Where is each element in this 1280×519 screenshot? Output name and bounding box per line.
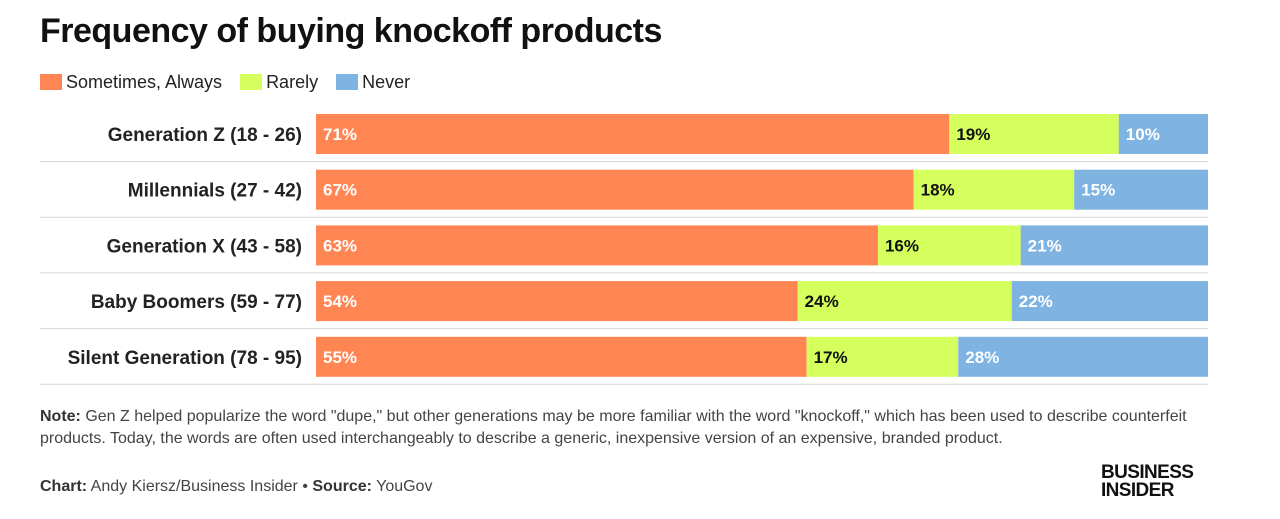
- category-label-baby-boomers-59-77: Baby Boomers (59 - 77): [91, 292, 302, 313]
- stacked-bar-chart: Generation Z (18 - 26) 71% 19% 10% Millennia…: [40, 114, 1208, 385]
- category-label-generation-x-43-58: Generation X (43 - 58): [107, 236, 302, 257]
- logo-line-1: BUSINESS: [1101, 462, 1194, 483]
- legend-label-rarely: Rarely: [266, 71, 319, 92]
- data-label-never-baby-boomers-59-77: 22%: [1019, 292, 1053, 311]
- bar-never-silent-generation-78-95: [958, 336, 1208, 377]
- legend-swatch-sometimes: [40, 74, 62, 90]
- data-label-never-millennials-27-42: 15%: [1081, 181, 1115, 200]
- category-label-millennials-27-42: Millennials (27 - 42): [128, 181, 302, 202]
- data-label-rarely-silent-generation-78-95: 17%: [814, 348, 848, 367]
- note-text: Gen Z helped popularize the word "dupe,"…: [40, 408, 1187, 447]
- data-label-sometimes-always-generation-z-18-26: 71%: [323, 125, 357, 144]
- logo-line-2: INSIDER: [1101, 480, 1174, 501]
- bar-sometimes-always-generation-x-43-58: [316, 225, 878, 266]
- bar-rarely-generation-x-43-58: [877, 225, 1021, 266]
- data-label-sometimes-always-millennials-27-42: 67%: [323, 181, 357, 200]
- bar-rarely-silent-generation-78-95: [806, 336, 959, 377]
- credit-separator: •: [297, 478, 313, 495]
- note-label: Note:: [40, 408, 81, 425]
- data-label-sometimes-always-generation-x-43-58: 63%: [323, 236, 357, 255]
- bar-sometimes-always-generation-z-18-26: [316, 114, 950, 154]
- credit-chart-label: Chart:: [40, 478, 88, 495]
- bar-sometimes-always-silent-generation-78-95: [316, 336, 807, 377]
- data-label-never-generation-z-18-26: 10%: [1126, 125, 1160, 144]
- data-label-rarely-millennials-27-42: 18%: [921, 181, 955, 200]
- bar-never-millennials-27-42: [1074, 169, 1208, 210]
- chart-credit: Chart: Andy Kiersz/Business Insider • So…: [40, 478, 432, 496]
- data-label-sometimes-always-baby-boomers-59-77: 54%: [323, 292, 357, 311]
- chart-title: Frequency of buying knockoff products: [40, 12, 662, 50]
- legend-swatch-rarely: [240, 74, 263, 90]
- category-label-generation-z-18-26: Generation Z (18 - 26): [108, 125, 302, 146]
- credit-source-text: YouGov: [371, 478, 433, 495]
- credit-source-label: Source:: [312, 478, 372, 495]
- bar-never-generation-z-18-26: [1118, 114, 1208, 154]
- credit-chart-text: Andy Kiersz/Business Insider: [87, 478, 298, 495]
- bar-sometimes-always-baby-boomers-59-77: [316, 281, 798, 322]
- legend-item-sometimes: Sometimes, Always: [40, 72, 222, 93]
- data-label-sometimes-always-silent-generation-78-95: 55%: [323, 348, 357, 367]
- bar-sometimes-always-millennials-27-42: [316, 169, 914, 210]
- data-label-rarely-baby-boomers-59-77: 24%: [805, 292, 839, 311]
- legend-label-never: Never: [362, 71, 411, 92]
- business-insider-logo: BUSINESS INSIDER: [1101, 462, 1211, 501]
- data-label-rarely-generation-z-18-26: 19%: [956, 125, 990, 144]
- chart-note: Note: Gen Z helped popularize the word "…: [40, 406, 1220, 450]
- category-label-silent-generation-78-95: Silent Generation (78 - 95): [68, 348, 302, 369]
- legend-label-sometimes: Sometimes, Always: [66, 71, 223, 92]
- data-label-rarely-generation-x-43-58: 16%: [885, 236, 919, 255]
- legend-item-rarely: Rarely: [240, 72, 318, 93]
- bar-rarely-generation-z-18-26: [949, 114, 1119, 154]
- data-label-never-silent-generation-78-95: 28%: [965, 348, 999, 367]
- legend-swatch-never: [336, 74, 359, 90]
- bar-rarely-millennials-27-42: [913, 169, 1075, 210]
- bar-rarely-baby-boomers-59-77: [797, 281, 1012, 322]
- legend-item-never: Never: [336, 72, 410, 93]
- data-label-never-generation-x-43-58: 21%: [1028, 236, 1062, 255]
- bar-never-generation-x-43-58: [1020, 225, 1208, 266]
- bar-never-baby-boomers-59-77: [1011, 281, 1208, 322]
- legend: Sometimes, Always Rarely Never: [40, 72, 428, 92]
